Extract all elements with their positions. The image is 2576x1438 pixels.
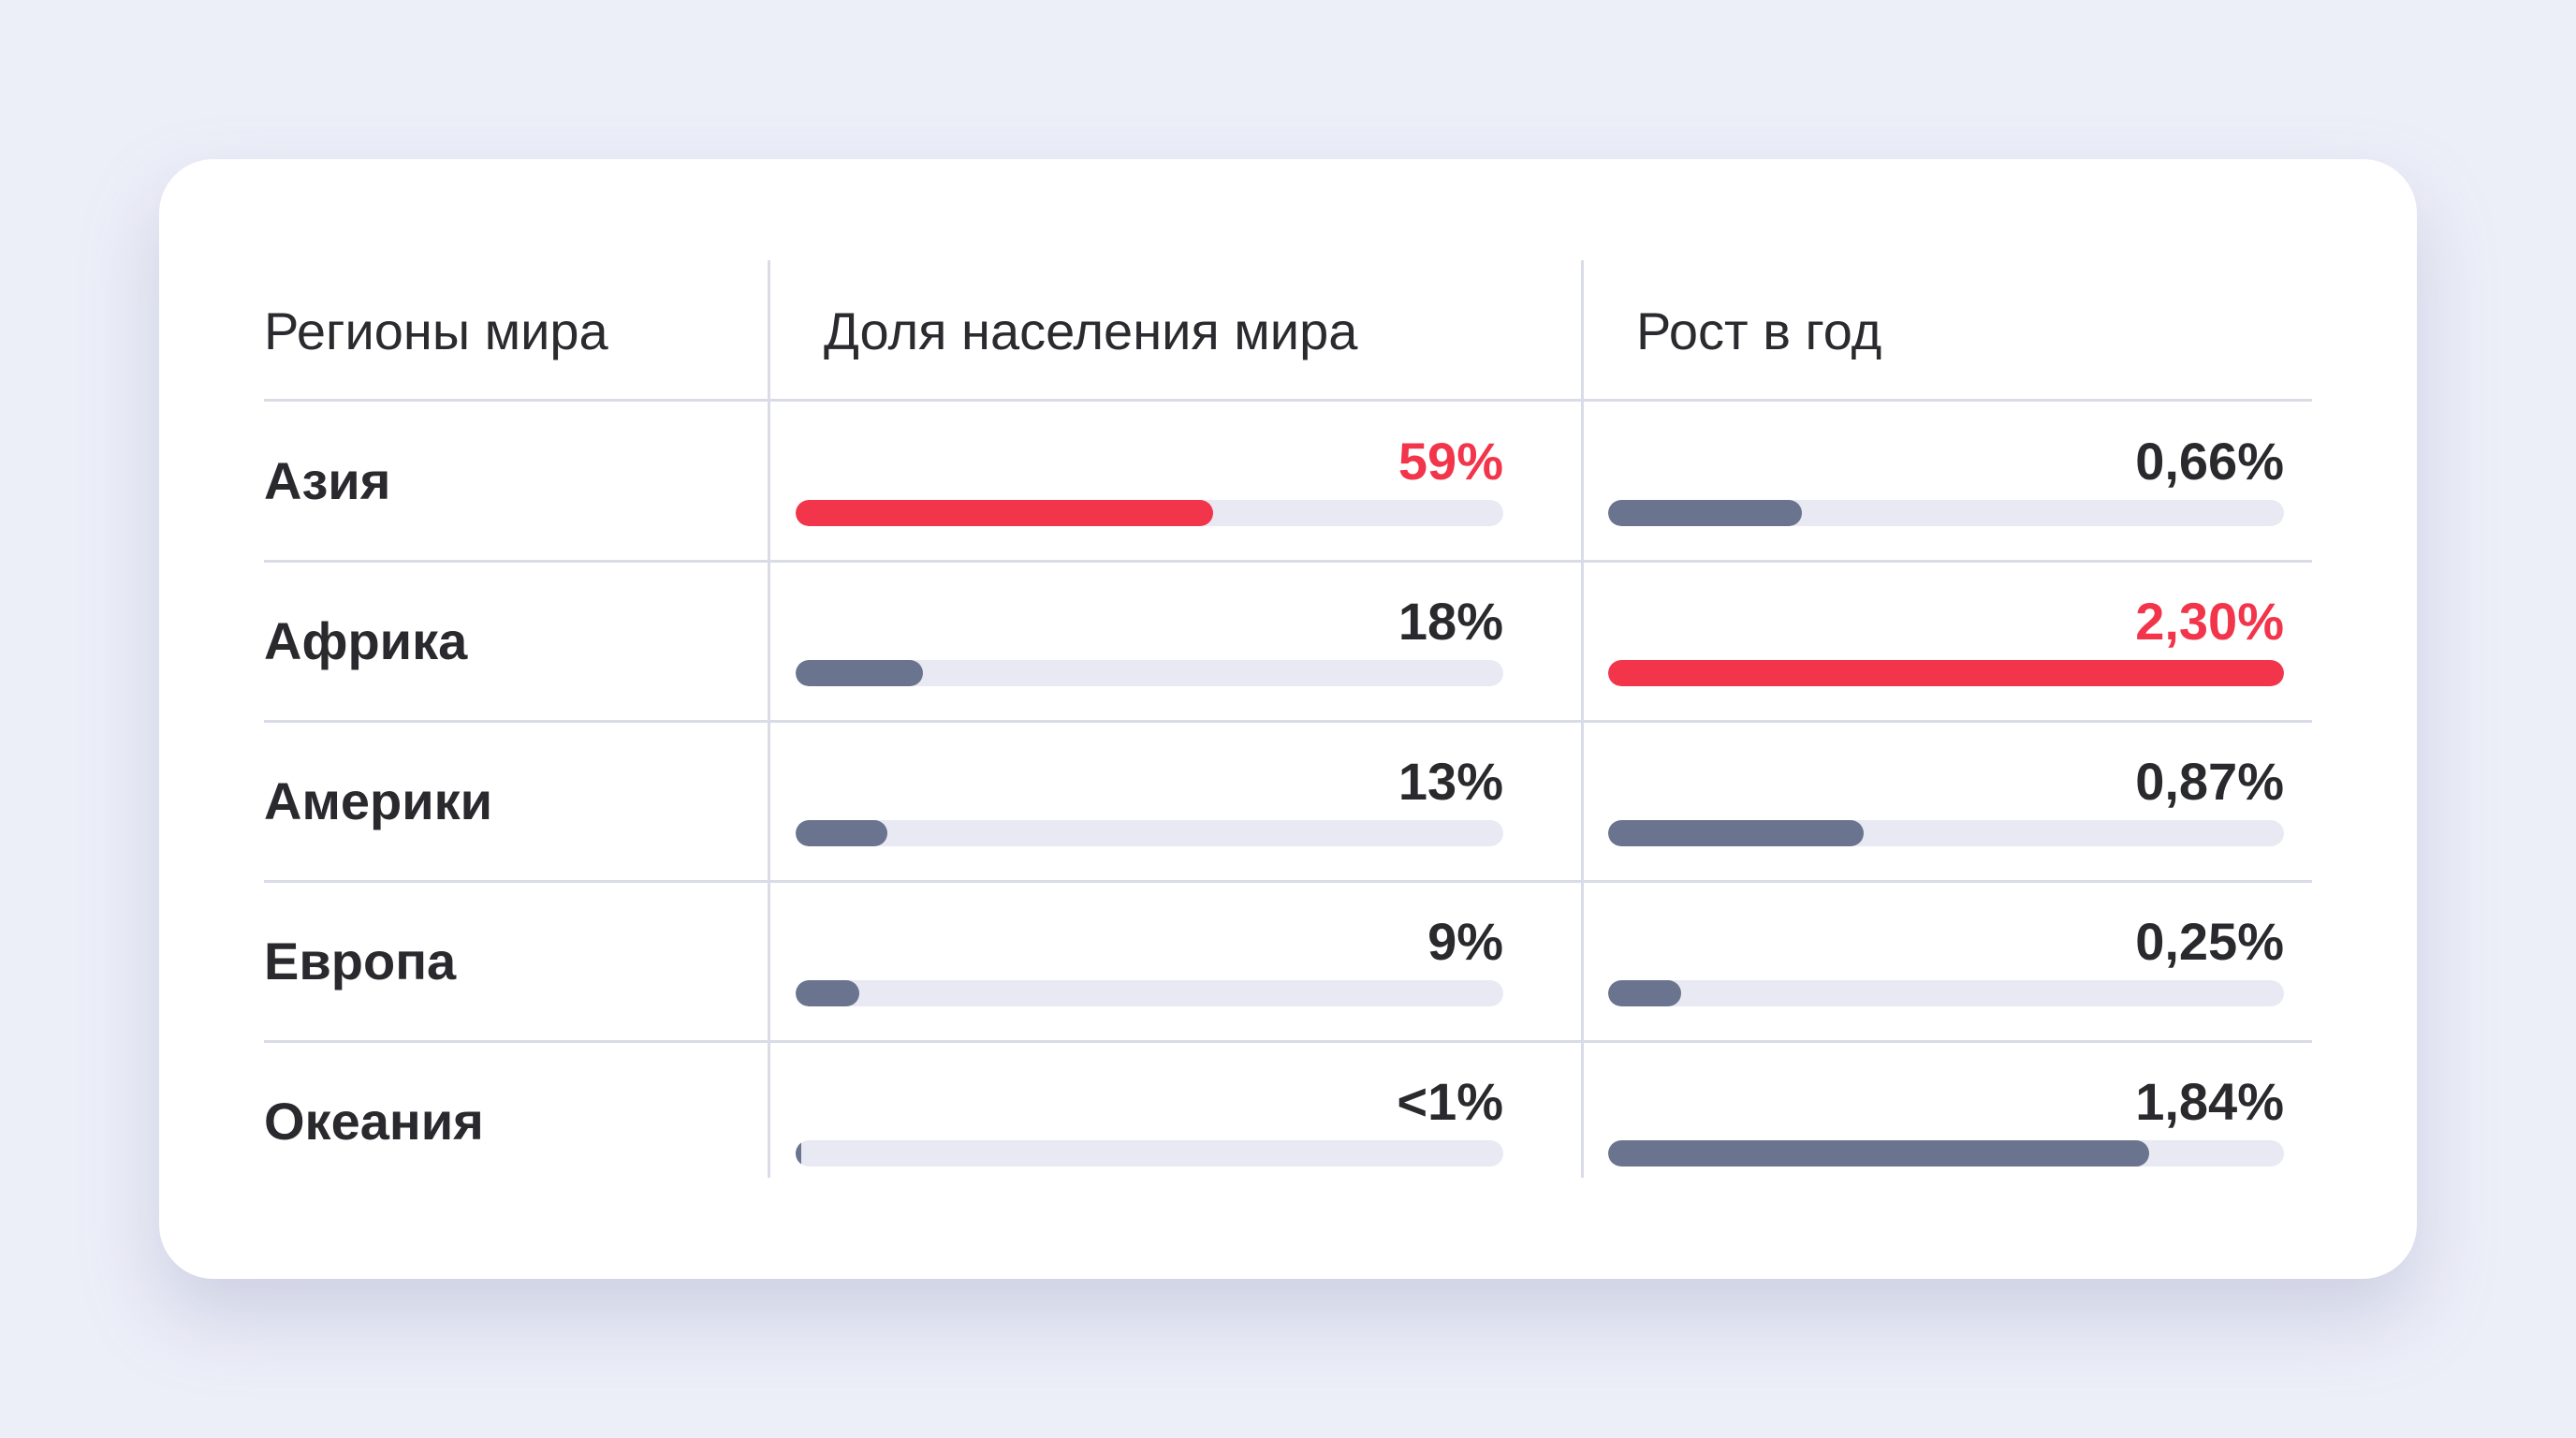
population-share-value: 59% (1398, 432, 1503, 491)
population-share-bar-track (796, 500, 1503, 526)
annual-growth-bar-track (1608, 820, 2284, 846)
population-share-bar (796, 660, 923, 686)
annual-growth-bar-track (1608, 980, 2284, 1006)
row-divider (264, 560, 2312, 563)
population-share-value: <1% (1397, 1072, 1503, 1131)
table-row: Америки 13% 0,87% (264, 721, 2312, 881)
population-share-bar (796, 980, 859, 1006)
annual-growth-value: 0,25% (2135, 912, 2284, 971)
column-divider (768, 260, 770, 1178)
population-share-bar (796, 820, 887, 846)
annual-growth-cell: 0,25% (1608, 881, 2284, 1041)
population-share-cell: 9% (796, 881, 1503, 1041)
column-divider (1581, 260, 1584, 1178)
annual-growth-bar (1608, 660, 2284, 686)
population-share-cell: <1% (796, 1041, 1503, 1201)
table-row: Африка 18% 2,30% (264, 561, 2312, 721)
annual-growth-value: 1,84% (2135, 1072, 2284, 1131)
region-name: Африка (264, 611, 468, 670)
population-share-cell: 59% (796, 401, 1503, 561)
population-share-value: 9% (1427, 912, 1503, 971)
population-share-bar-track (796, 980, 1503, 1006)
annual-growth-cell: 2,30% (1608, 561, 2284, 721)
population-share-bar (796, 500, 1213, 526)
table-card: Регионы мира Доля населения мира Рост в … (159, 159, 2417, 1279)
annual-growth-cell: 0,87% (1608, 721, 2284, 881)
table-row: Азия 59% 0,66% (264, 401, 2312, 561)
annual-growth-bar (1608, 980, 1681, 1006)
region-name: Америки (264, 771, 493, 830)
annual-growth-bar (1608, 820, 1864, 846)
annual-growth-value: 2,30% (2135, 592, 2284, 651)
row-divider (264, 880, 2312, 883)
annual-growth-value: 0,87% (2135, 752, 2284, 811)
region-name: Азия (264, 451, 391, 510)
population-table: Регионы мира Доля населения мира Рост в … (264, 260, 2312, 1178)
population-share-value: 18% (1398, 592, 1503, 651)
annual-growth-bar (1608, 1140, 2149, 1167)
population-share-bar (796, 1140, 801, 1167)
population-share-bar-track (796, 820, 1503, 846)
annual-growth-value: 0,66% (2135, 432, 2284, 491)
population-share-cell: 13% (796, 721, 1503, 881)
annual-growth-bar-track (1608, 660, 2284, 686)
population-share-value: 13% (1398, 752, 1503, 811)
header-annual-growth: Рост в год (1636, 301, 1882, 360)
header-population-share: Доля населения мира (824, 301, 1358, 360)
annual-growth-cell: 0,66% (1608, 401, 2284, 561)
row-divider (264, 1040, 2312, 1043)
annual-growth-bar-track (1608, 500, 2284, 526)
header-divider (264, 399, 2312, 402)
region-name: Океания (264, 1092, 484, 1151)
annual-growth-cell: 1,84% (1608, 1041, 2284, 1201)
population-share-bar-track (796, 660, 1503, 686)
annual-growth-bar-track (1608, 1140, 2284, 1167)
population-share-bar-track (796, 1140, 1503, 1167)
row-divider (264, 720, 2312, 723)
region-name: Европа (264, 932, 457, 990)
population-share-cell: 18% (796, 561, 1503, 721)
header-regions: Регионы мира (264, 301, 608, 360)
annual-growth-bar (1608, 500, 1802, 526)
table-row: Океания <1% 1,84% (264, 1041, 2312, 1201)
table-row: Европа 9% 0,25% (264, 881, 2312, 1041)
